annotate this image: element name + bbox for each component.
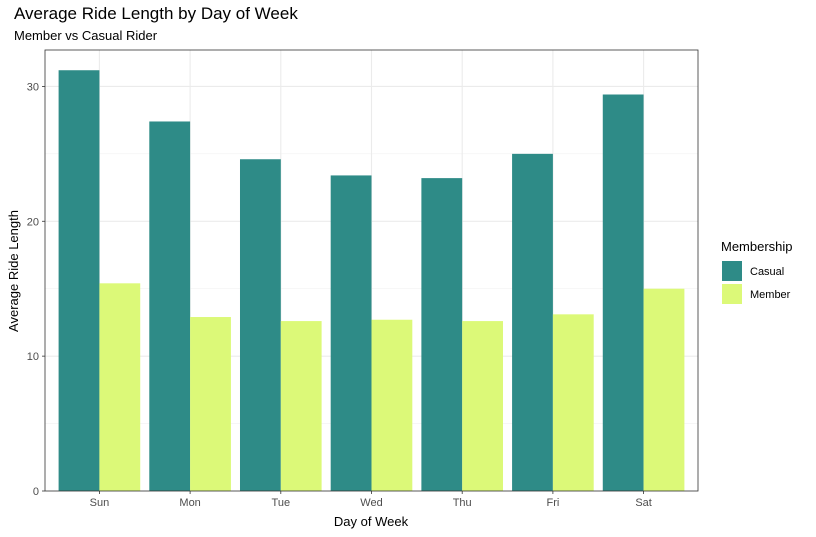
x-tick-label: Fri (546, 497, 559, 509)
bar-member-tue (280, 321, 322, 491)
bar-member-sat (643, 288, 685, 491)
y-tick-label: 20 (27, 216, 39, 228)
bar-casual-mon (149, 121, 191, 492)
bar-casual-sun (58, 70, 100, 491)
y-tick-label: 10 (27, 351, 39, 363)
bar-casual-wed (330, 175, 372, 492)
bar-member-wed (371, 319, 413, 491)
y-tick-label: 0 (33, 486, 39, 498)
bar-casual-fri (512, 153, 553, 491)
bar-casual-tue (239, 159, 281, 491)
chart-title: Average Ride Length by Day of Week (14, 4, 298, 23)
y-tick-label: 30 (27, 81, 39, 93)
x-tick-label: Sun (90, 497, 110, 509)
legend-label-casual: Casual (750, 266, 784, 278)
x-tick-label: Sat (635, 497, 652, 509)
legend-key-member (722, 284, 742, 304)
x-tick-label: Thu (453, 497, 472, 509)
bar-member-sun (99, 283, 141, 491)
legend-key-casual (722, 261, 742, 281)
legend: Membership Casual Member (721, 239, 793, 304)
bar-layer (58, 70, 685, 492)
bar-casual-sat (602, 94, 644, 492)
bar-member-fri (552, 314, 594, 491)
bar-member-thu (462, 321, 504, 491)
x-tick-label: Wed (360, 497, 382, 509)
bar-casual-thu (421, 178, 463, 491)
axis-layer: 0 10 20 30 Sun Mon Tue Wed Thu Fri Sat (27, 81, 652, 509)
x-tick-label: Mon (179, 497, 200, 509)
x-axis-title: Day of Week (334, 514, 409, 529)
x-tick-label: Tue (272, 497, 291, 509)
legend-title: Membership (721, 239, 793, 254)
bar-member-mon (190, 317, 231, 491)
legend-label-member: Member (750, 289, 791, 301)
y-axis-title: Average Ride Length (6, 210, 21, 332)
chart-subtitle: Member vs Casual Rider (14, 28, 158, 43)
